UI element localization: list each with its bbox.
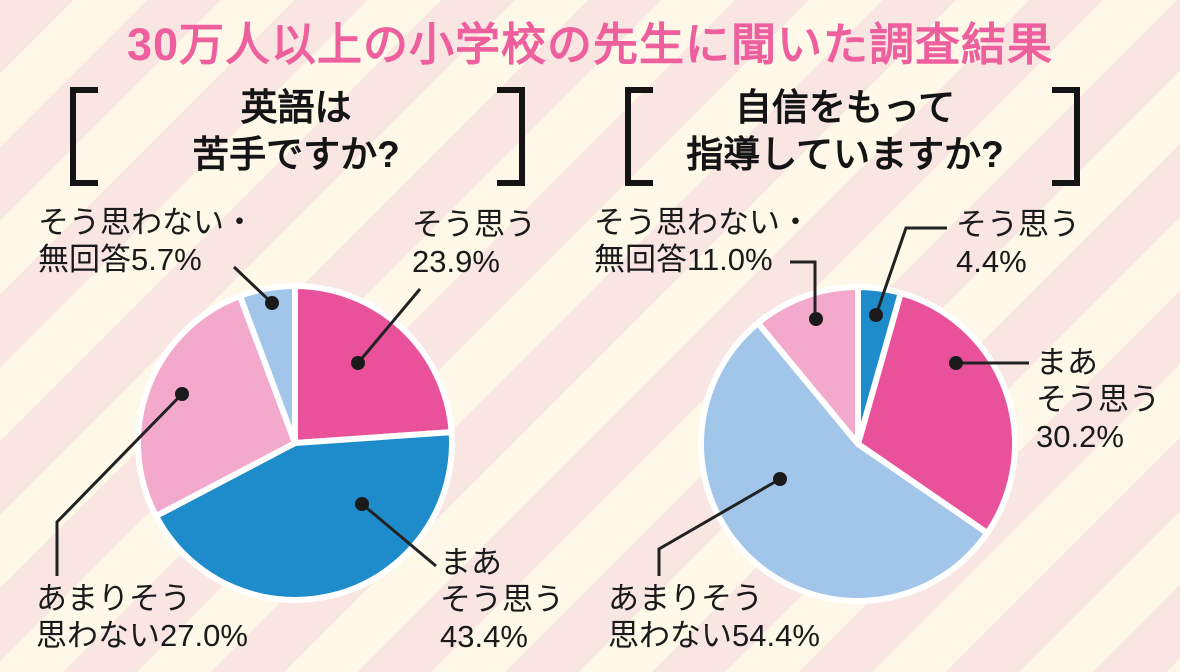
left-chart-title-line-2: 苦手ですか?: [192, 134, 400, 175]
pie-1-leader-dot-0: [809, 312, 823, 326]
callout-line: 23.9%: [412, 244, 500, 279]
pie-1-leader-line-1: [874, 226, 947, 316]
pie-1-leader-dot-2: [949, 356, 963, 370]
callout-line: そう思わない・: [594, 205, 811, 240]
callout-line: そう思う: [440, 582, 564, 617]
left-callout-no-answer: そう思わない・ 無回答5.7%: [38, 204, 255, 278]
pie-0-slice-3: [236, 283, 298, 446]
left-heading-close-bracket: [497, 87, 525, 186]
left-callout-agree: そう思う 23.9%: [412, 206, 536, 280]
left-chart-title-line-1: 英語は: [240, 87, 352, 128]
callout-line: そう思う: [956, 207, 1080, 242]
pie-0-leader-line-0: [232, 265, 274, 305]
pie-1-leader-line-0: [790, 260, 817, 316]
pie-1-leader-dot-3: [773, 472, 787, 486]
callout-line: 43.4%: [440, 619, 528, 654]
callout-line: 無回答5.7%: [38, 242, 202, 277]
callout-line: 思わない54.4%: [608, 618, 820, 653]
callout-line: 思わない27.0%: [36, 618, 248, 653]
callout-line: 無回答11.0%: [594, 242, 773, 277]
page-title: 30万人以上の小学校の先生に聞いた調査結果: [126, 19, 1054, 70]
left-chart-title: 英語は 苦手ですか?: [106, 84, 486, 178]
pie-0-slice-2: [135, 292, 298, 520]
pie-1-slice-3: [754, 284, 861, 447]
callout-line: あまりそう: [608, 581, 763, 616]
right-heading-open-bracket: [625, 87, 653, 186]
pie-0-leader-dot-1: [351, 356, 365, 370]
right-heading-close-bracket: [1052, 87, 1080, 186]
pie-0-leader-dot-3: [355, 497, 369, 511]
callout-line: 4.4%: [956, 244, 1027, 279]
callout-line: まあ: [1036, 345, 1098, 380]
pie-0-leader-line-2: [55, 392, 184, 576]
callout-line: そう思わない・: [38, 205, 255, 240]
callout-line: まあ: [440, 545, 502, 580]
left-callout-somewhat-disagree: あまりそう 思わない27.0%: [36, 580, 248, 654]
right-chart-title-line-2: 指導していますか?: [686, 134, 1004, 175]
pie-1-slice-2: [698, 320, 991, 604]
left-callout-somewhat-agree: まあ そう思う 43.4%: [440, 544, 564, 655]
right-callout-agree: そう思う 4.4%: [956, 206, 1080, 280]
pie-0-slice-1: [153, 429, 456, 603]
pie-0-leader-line-1: [356, 288, 422, 364]
right-chart-title: 自信をもって 指導していますか?: [645, 84, 1045, 178]
right-callout-no-answer: そう思わない・ 無回答11.0%: [594, 204, 811, 278]
pie-0-leader-dot-2: [175, 387, 189, 401]
pie-1-leader-dot-1: [869, 308, 883, 322]
right-callout-somewhat-disagree: あまりそう 思わない54.4%: [608, 580, 820, 654]
pie-1-slice-1: [855, 289, 1018, 537]
callout-line: あまりそう: [36, 581, 191, 616]
callout-line: そう思う: [1036, 382, 1160, 417]
pie-0-leader-dot-0: [265, 296, 279, 310]
pie-1-leader-line-3: [657, 477, 781, 576]
right-chart-title-line-1: 自信をもって: [734, 87, 956, 128]
pie-0-slice-0: [292, 283, 455, 446]
pie-0-leader-line-3: [361, 502, 437, 568]
left-heading-open-bracket: [70, 87, 98, 186]
callout-line: そう思う: [412, 207, 536, 242]
callout-line: 30.2%: [1036, 419, 1124, 454]
right-callout-somewhat-agree: まあ そう思う 30.2%: [1036, 344, 1160, 455]
